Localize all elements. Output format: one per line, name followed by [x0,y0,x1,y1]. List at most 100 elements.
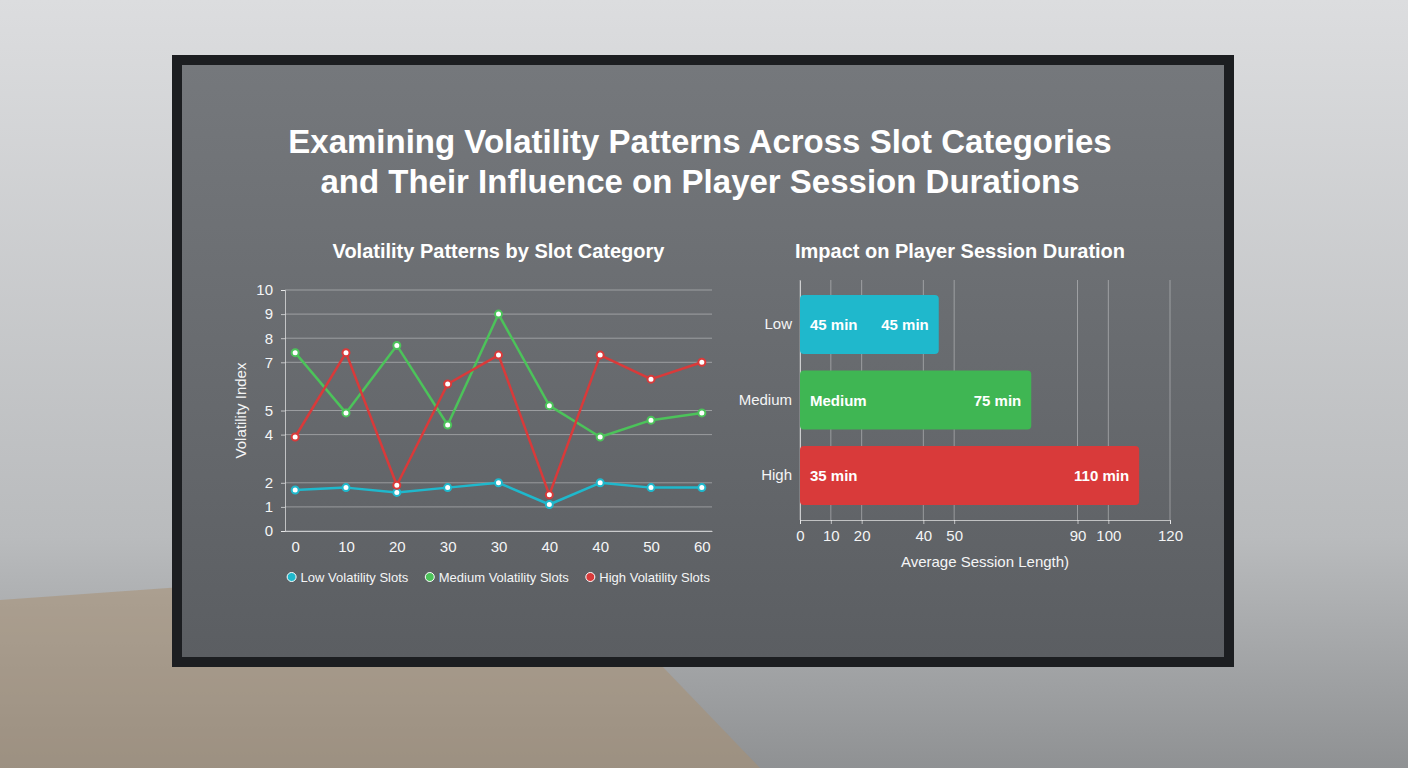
data-point [444,380,451,387]
tick: 50 [946,520,963,544]
data-point [648,417,655,424]
screen [182,65,1224,657]
tick: 120 [1158,520,1183,544]
tick: 40 [592,538,609,555]
tick: 40 [915,520,932,544]
data-point [698,409,705,416]
data-point [343,349,350,356]
data-point [444,484,451,491]
tick-label: High [761,466,792,483]
tick: 50 [643,538,660,555]
axis-line [801,521,1171,525]
tick: 4 [265,426,285,443]
data-point [292,487,299,494]
tick-label: 50 [643,538,660,555]
data-point [648,484,655,491]
grid-line [285,338,712,339]
tick-label: 30 [440,538,457,555]
axis-title: Volatility Index [232,362,249,458]
tick-label: 2 [265,474,273,491]
tick-mark [831,520,832,524]
tick-label: 100 [1096,527,1121,544]
tick-label: Medium [739,391,792,408]
screen-frame [172,55,1234,667]
tick-label: Low [764,315,792,332]
legend-marker [586,573,595,582]
tick: 8 [265,330,285,347]
axis-line [281,291,286,532]
tick-mark [281,531,285,532]
tick-label: 40 [915,527,932,544]
x-axis: 0 10 20 40 50 90 100 120 [796,520,1183,544]
tick-label: 1 [265,498,273,515]
x-axis: 01020303040405060 [286,532,713,555]
tick-mark [954,520,955,524]
tick: 0 [291,538,299,555]
data-point [343,409,350,416]
data-point [597,352,604,359]
plot-marks [292,311,706,508]
data-point [546,402,553,409]
tick: 90 [1070,520,1087,544]
legend-item: High Volatility Slots [586,570,711,585]
tick-mark [800,520,801,524]
legend-label: Medium Volatility Slots [439,570,570,585]
plot-marks [800,295,1139,505]
tick: 0 [265,522,285,539]
tick-mark [1108,520,1109,524]
title-line: and Their Influence on Player Session Du… [320,163,1079,200]
tick-label: 10 [823,527,840,544]
bar-annotation: 35 min [810,467,858,484]
tick: 7 [265,354,285,371]
main-title: Examining Volatility Patterns Across Slo… [288,123,1111,200]
tick: 1 [265,498,285,515]
data-point [698,484,705,491]
data-label: 110 min [1074,467,1129,484]
tick: 0 [796,520,804,544]
tick-label: 40 [541,538,558,555]
data-point [597,434,604,441]
tick-label: 7 [265,354,273,371]
legend-item: Low Volatility Slots [287,570,409,585]
tick-mark [281,435,285,436]
panel-title: Volatility Patterns by Slot Category [333,240,666,262]
tick-mark [862,520,863,524]
tick-label: 40 [592,538,609,555]
tick-label: 120 [1158,527,1183,544]
bar-annotation: Medium [810,392,867,409]
data-point [393,489,400,496]
panel-title: Impact on Player Session Duration [795,240,1125,262]
grid-line [285,506,712,507]
data-point [495,352,502,359]
tick-mark [281,483,285,484]
tick-mark [281,314,285,315]
grid-line [1170,280,1171,520]
bar [800,371,1031,430]
data-point [292,434,299,441]
grid [285,290,712,531]
tick-mark [281,411,285,412]
data-point [292,349,299,356]
tick-label: 20 [854,527,871,544]
tick: Low [764,315,792,332]
data-label: 75 min [974,392,1022,409]
data-point [546,501,553,508]
tick: 30 [491,538,508,555]
tick-label: 20 [389,538,406,555]
tick-label: 10 [256,281,273,298]
series-line [295,353,702,495]
grid-line [285,531,712,532]
tick: 2 [265,474,285,491]
tick: 10 [823,520,840,544]
tick-label: 60 [694,538,711,555]
data-label: 45 min [881,316,929,333]
legend-item: Medium Volatility Slots [425,570,569,585]
y-axis: 0124578910 [256,281,285,539]
tick-label: 50 [946,527,963,544]
chart-root: Examining Volatility Patterns Across Slo… [0,0,1408,768]
legend-label: High Volatility Slots [599,570,710,585]
tick-mark [923,520,924,524]
data-point [495,479,502,486]
tick: 5 [265,402,285,419]
data-point [393,482,400,489]
